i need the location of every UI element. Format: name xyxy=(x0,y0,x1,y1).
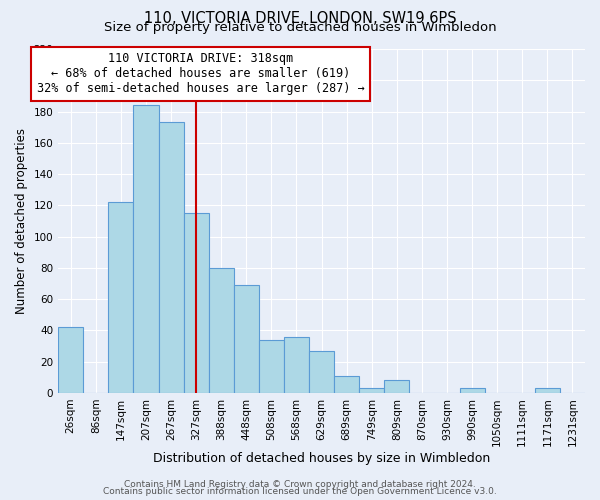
Bar xyxy=(58,327,83,393)
Text: Contains public sector information licensed under the Open Government Licence v3: Contains public sector information licen… xyxy=(103,487,497,496)
Text: Contains HM Land Registry data © Crown copyright and database right 2024.: Contains HM Land Registry data © Crown c… xyxy=(124,480,476,489)
Bar xyxy=(460,388,485,393)
Y-axis label: Number of detached properties: Number of detached properties xyxy=(15,128,28,314)
Bar xyxy=(535,388,560,393)
Text: Size of property relative to detached houses in Wimbledon: Size of property relative to detached ho… xyxy=(104,21,496,34)
Bar xyxy=(234,285,259,393)
Bar xyxy=(209,268,234,393)
Text: 110 VICTORIA DRIVE: 318sqm
← 68% of detached houses are smaller (619)
32% of sem: 110 VICTORIA DRIVE: 318sqm ← 68% of deta… xyxy=(37,52,364,96)
Bar xyxy=(259,340,284,393)
Bar xyxy=(284,336,309,393)
Text: 110, VICTORIA DRIVE, LONDON, SW19 6PS: 110, VICTORIA DRIVE, LONDON, SW19 6PS xyxy=(143,11,457,26)
Bar xyxy=(334,376,359,393)
Bar xyxy=(184,213,209,393)
X-axis label: Distribution of detached houses by size in Wimbledon: Distribution of detached houses by size … xyxy=(153,452,490,465)
Bar xyxy=(309,350,334,393)
Bar xyxy=(359,388,385,393)
Bar xyxy=(109,202,133,393)
Bar xyxy=(158,122,184,393)
Bar xyxy=(133,106,158,393)
Bar xyxy=(385,380,409,393)
